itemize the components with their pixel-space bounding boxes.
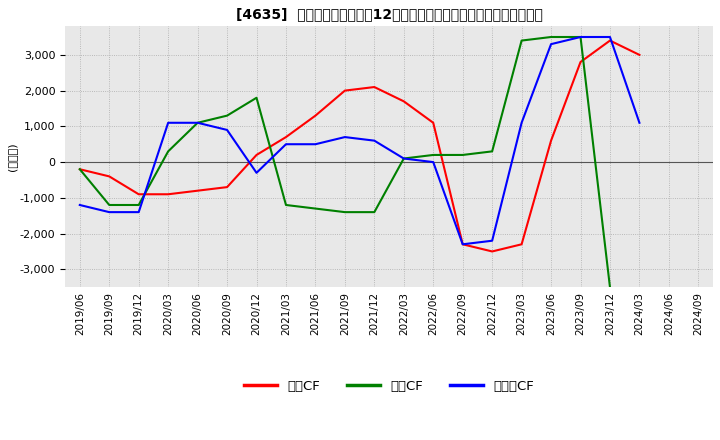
Legend: 営業CF, 投資CF, フリーCF: 営業CF, 投資CF, フリーCF bbox=[239, 374, 539, 398]
Title: [4635]  キャッシュフローの12か月移動合計の対前年同期増減額の推移: [4635] キャッシュフローの12か月移動合計の対前年同期増減額の推移 bbox=[235, 7, 542, 21]
Y-axis label: (百万円): (百万円) bbox=[7, 143, 17, 171]
